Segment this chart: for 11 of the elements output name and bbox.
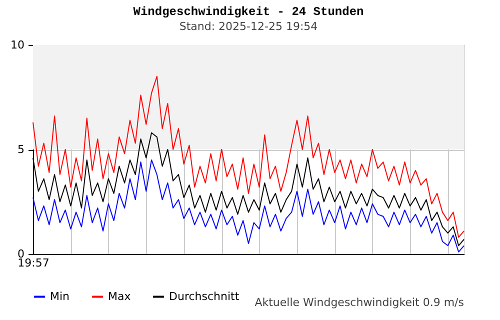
y-tick-label: 10 xyxy=(10,38,24,52)
x-tick-label: 19:57 xyxy=(18,256,50,270)
legend-label: Min xyxy=(50,290,70,303)
line-series xyxy=(32,159,464,252)
line-series xyxy=(32,76,464,238)
legend-label: Max xyxy=(108,290,132,303)
y-tick-label: 5 xyxy=(18,143,24,156)
text: Aktuelle Windgeschwindigkeit 0.9 m/s xyxy=(254,296,464,309)
chart-subtitle: Stand: 2025-12-25 19:54 xyxy=(179,20,318,33)
chart-title: Windgeschwindigkeit - 24 Stunden xyxy=(133,5,364,19)
legend-label: Durchschnitt xyxy=(169,290,240,303)
